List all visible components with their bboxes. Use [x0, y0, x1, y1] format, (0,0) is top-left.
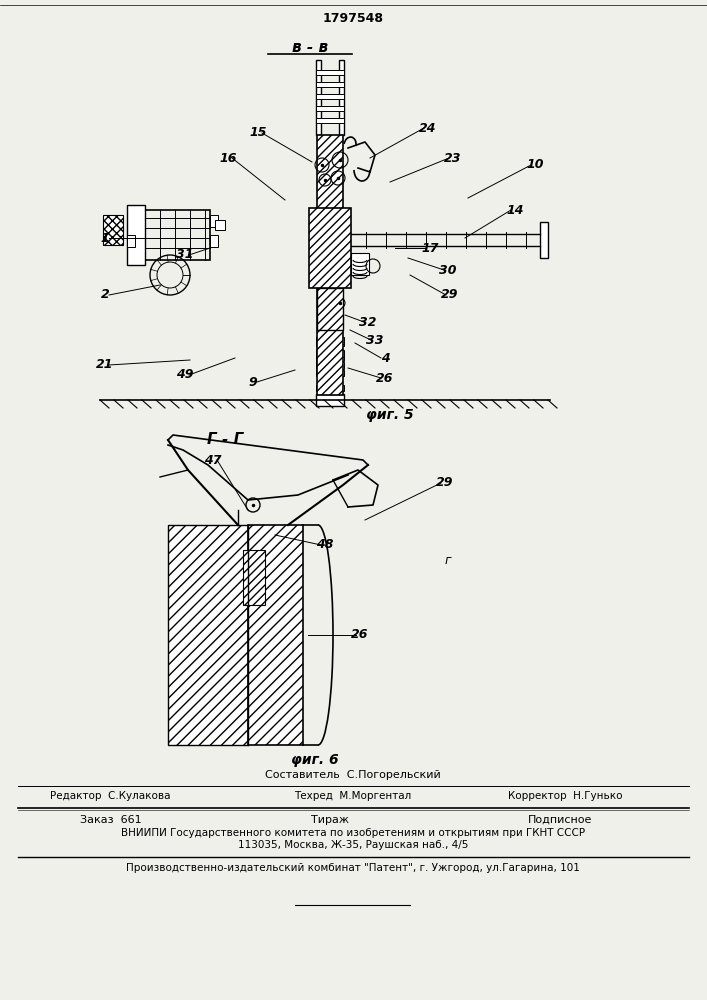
Text: 4: 4 — [380, 352, 390, 364]
Text: 33: 33 — [366, 334, 384, 347]
Bar — [316, 355, 344, 361]
Text: 9: 9 — [249, 375, 257, 388]
Bar — [316, 60, 321, 135]
Bar — [316, 350, 344, 357]
Text: φиг. 6: φиг. 6 — [291, 753, 339, 767]
Text: 30: 30 — [439, 263, 457, 276]
Text: 26: 26 — [351, 629, 369, 642]
Text: 1: 1 — [100, 232, 110, 244]
Bar — [316, 362, 344, 369]
Bar — [316, 118, 344, 123]
Text: 1797548: 1797548 — [322, 11, 383, 24]
Bar — [316, 340, 344, 346]
Bar — [103, 215, 123, 245]
Text: 23: 23 — [444, 151, 462, 164]
Text: Составитель  С.Погорельский: Составитель С.Погорельский — [265, 770, 441, 780]
Bar — [316, 385, 344, 391]
Text: ВНИИПИ Государственного комитета по изобретениям и открытиям при ГКНТ СССР: ВНИИПИ Государственного комитета по изоб… — [121, 828, 585, 838]
Text: Редактор  С.Кулакова: Редактор С.Кулакова — [49, 791, 170, 801]
Text: Производственно-издательский комбинат "Патент", г. Ужгород, ул.Гагарина, 101: Производственно-издательский комбинат "П… — [126, 863, 580, 873]
Bar — [168, 525, 248, 745]
Bar — [540, 222, 548, 258]
Bar — [351, 253, 369, 275]
Text: 2: 2 — [100, 288, 110, 302]
Text: Подписное: Подписное — [528, 815, 592, 825]
Text: 24: 24 — [419, 121, 437, 134]
Bar — [127, 235, 135, 247]
Bar — [316, 106, 344, 111]
Text: 31: 31 — [176, 248, 194, 261]
Bar — [210, 215, 218, 227]
Text: 15: 15 — [250, 126, 267, 139]
Bar — [317, 135, 343, 395]
Text: Техред  М.Моргентал: Техред М.Моргентал — [294, 791, 411, 801]
Bar — [243, 550, 265, 605]
Text: 32: 32 — [359, 316, 377, 328]
Text: Г - Г: Г - Г — [207, 432, 243, 448]
Text: в - в: в - в — [292, 39, 328, 54]
Bar — [316, 70, 344, 75]
Bar — [316, 94, 344, 99]
Bar — [248, 525, 303, 745]
Text: г: г — [445, 554, 451, 566]
Text: Тираж: Тираж — [311, 815, 349, 825]
Text: 48: 48 — [316, 538, 334, 552]
Bar — [210, 235, 218, 247]
Bar — [127, 205, 145, 265]
Text: 21: 21 — [96, 359, 114, 371]
Text: 16: 16 — [219, 151, 237, 164]
Text: 26: 26 — [376, 371, 394, 384]
Bar — [316, 394, 344, 406]
Text: Корректор  Н.Гунько: Корректор Н.Гунько — [508, 791, 622, 801]
Text: Заказ  661: Заказ 661 — [80, 815, 141, 825]
Bar — [317, 288, 343, 330]
Text: 10: 10 — [526, 158, 544, 172]
Text: 113035, Москва, Ж-35, Раушская наб., 4/5: 113035, Москва, Ж-35, Раушская наб., 4/5 — [238, 840, 468, 850]
Text: 17: 17 — [421, 241, 439, 254]
Text: 29: 29 — [441, 288, 459, 302]
Bar — [145, 210, 210, 260]
Text: 47: 47 — [204, 454, 222, 466]
Text: φиг. 5: φиг. 5 — [366, 408, 414, 422]
Bar — [339, 60, 344, 135]
Bar — [309, 208, 351, 288]
Bar — [215, 220, 225, 230]
Bar — [316, 337, 344, 344]
Text: 14: 14 — [506, 204, 524, 217]
Bar — [316, 82, 344, 87]
Text: 49: 49 — [176, 368, 194, 381]
Text: 29: 29 — [436, 477, 454, 489]
Bar — [316, 370, 344, 376]
